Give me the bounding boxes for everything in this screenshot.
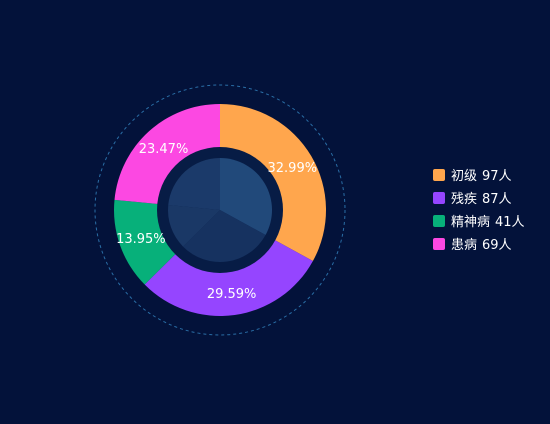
legend-name: 精神病 xyxy=(451,215,491,230)
percent-label-huanbing: 23.47% xyxy=(139,142,189,157)
legend-item-jingshenbing[interactable]: 精神病 41人 xyxy=(433,209,525,232)
percent-label-chuji: 32.99% xyxy=(268,161,318,176)
inner-wedge-jingshenbing xyxy=(168,205,220,247)
legend-swatch xyxy=(433,168,445,181)
legend-value: 69人 xyxy=(482,238,512,253)
legend-value: 41人 xyxy=(495,215,525,230)
legend-value: 97人 xyxy=(482,169,512,184)
inner-wedge-canji xyxy=(183,210,266,262)
legend-item-canji[interactable]: 残疾 87人 xyxy=(433,186,525,209)
legend-swatch xyxy=(433,237,445,250)
legend-name: 残疾 xyxy=(451,192,478,207)
inner-wedge-chuji xyxy=(220,158,272,236)
legend-item-huanbing[interactable]: 患病 69人 xyxy=(433,232,525,255)
legend-item-chuji[interactable]: 初级 97人 xyxy=(433,163,525,186)
legend-name: 患病 xyxy=(451,238,478,253)
legend-swatch xyxy=(433,214,445,227)
outer-dashed-ring xyxy=(94,84,346,336)
legend-swatch xyxy=(433,191,445,204)
legend-value: 87人 xyxy=(482,192,512,207)
inner-disc xyxy=(168,158,272,262)
slice-huanbing[interactable] xyxy=(114,104,220,206)
legend: 初级 97人 残疾 87人 精神病 41人 患病 69人 xyxy=(433,163,525,255)
legend-name: 初级 xyxy=(451,169,478,184)
percent-label-jingshenbing: 13.95% xyxy=(116,232,166,247)
inner-wedge-huanbing xyxy=(168,158,220,210)
percent-label-canji: 29.59% xyxy=(207,287,257,302)
